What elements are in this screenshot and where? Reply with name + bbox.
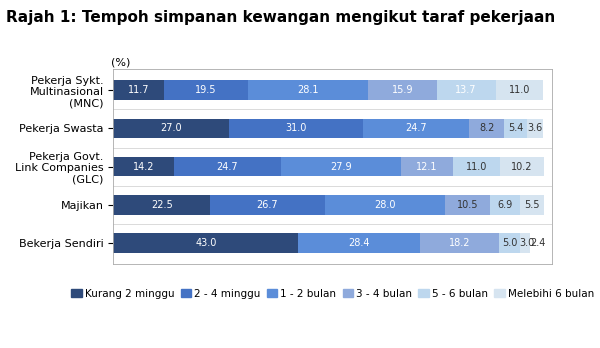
Bar [496,80,543,100]
Bar [113,119,229,139]
Text: 24.7: 24.7 [217,161,238,172]
Bar [469,119,504,139]
Bar [363,119,469,139]
Bar [368,80,437,100]
Bar [229,119,363,139]
Text: 14.2: 14.2 [133,161,155,172]
Bar [248,80,368,100]
Text: 28.1: 28.1 [297,85,319,95]
Bar [298,233,421,253]
Bar [281,157,401,176]
Text: 2.4: 2.4 [530,238,546,248]
Bar [113,157,175,176]
Text: 5.5: 5.5 [524,200,540,209]
Text: 28.4: 28.4 [349,238,370,248]
Bar [490,195,520,214]
Bar [437,80,496,100]
Bar [452,157,500,176]
Text: 5.4: 5.4 [508,124,524,134]
Bar [421,233,499,253]
Text: 10.5: 10.5 [457,200,479,209]
Text: 5.0: 5.0 [502,238,517,248]
Bar [504,119,527,139]
Bar [210,195,325,214]
Text: 31.0: 31.0 [286,124,307,134]
Bar [520,233,530,253]
Text: 19.5: 19.5 [195,85,217,95]
Text: 18.2: 18.2 [449,238,470,248]
Legend: Kurang 2 minggu, 2 - 4 minggu, 1 - 2 bulan, 3 - 4 bulan, 5 - 6 bulan, Melebihi 6: Kurang 2 minggu, 2 - 4 minggu, 1 - 2 bul… [67,284,598,303]
Text: 10.2: 10.2 [511,161,533,172]
Text: 13.7: 13.7 [455,85,477,95]
Text: 22.5: 22.5 [151,200,173,209]
Text: 26.7: 26.7 [257,200,278,209]
Bar [113,195,210,214]
Bar [500,157,544,176]
Bar [527,119,543,139]
Text: 27.9: 27.9 [330,161,352,172]
Text: (%): (%) [111,57,131,68]
Text: 11.0: 11.0 [509,85,530,95]
Text: 27.0: 27.0 [161,124,182,134]
Text: 43.0: 43.0 [195,238,217,248]
Bar [325,195,445,214]
Text: 12.1: 12.1 [416,161,437,172]
Text: Rajah 1: Tempoh simpanan kewangan mengikut taraf pekerjaan: Rajah 1: Tempoh simpanan kewangan mengik… [6,10,555,25]
Text: 8.2: 8.2 [479,124,494,134]
Bar [113,80,164,100]
Bar [175,157,281,176]
Text: 11.0: 11.0 [466,161,487,172]
Text: 11.7: 11.7 [128,85,149,95]
Text: 24.7: 24.7 [405,124,427,134]
Bar [164,80,248,100]
Bar [113,233,298,253]
Bar [520,195,544,214]
Bar [499,233,520,253]
Text: 3.0: 3.0 [519,238,534,248]
Text: 3.6: 3.6 [527,124,543,134]
Text: 15.9: 15.9 [392,85,413,95]
Bar [401,157,452,176]
Text: 28.0: 28.0 [374,200,396,209]
Text: 6.9: 6.9 [497,200,513,209]
Bar [445,195,490,214]
